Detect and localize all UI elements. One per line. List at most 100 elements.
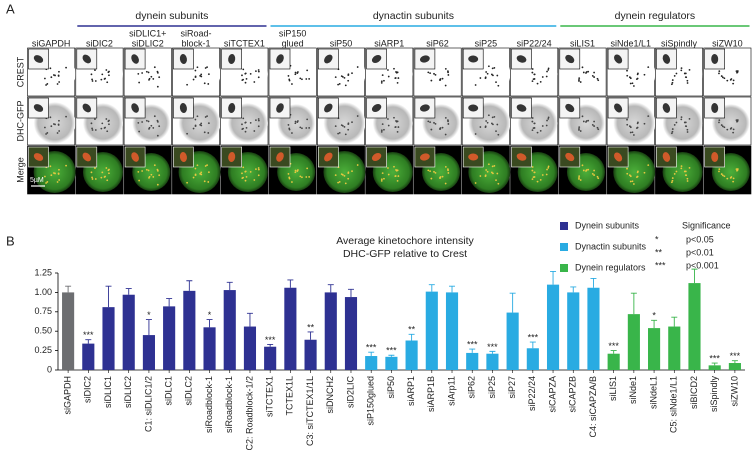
error-bar (509, 292, 516, 313)
significance-mark: ** (408, 325, 416, 335)
bar (445, 292, 459, 370)
significance-mark: *** (487, 342, 498, 352)
micrograph (268, 145, 317, 195)
error-bar (449, 285, 456, 293)
error-bar (691, 268, 698, 284)
column-label: glued (282, 38, 304, 48)
bar (607, 353, 620, 370)
bar (546, 284, 560, 370)
y-tick-label: 1.00 (34, 287, 52, 297)
error-bar (368, 351, 375, 357)
error-bar (671, 316, 678, 327)
y-tick-label: 0.25 (34, 345, 52, 355)
x-tick-label: siARP1B (426, 376, 436, 412)
micrograph (123, 96, 172, 146)
significance-mark: * (208, 310, 212, 320)
micrograph (220, 47, 269, 97)
micrograph (510, 145, 559, 195)
significance-label: p<0.05 (686, 234, 714, 244)
significance-mark: *** (265, 335, 276, 345)
bar (668, 326, 681, 370)
micrograph (655, 96, 704, 146)
bar (344, 297, 358, 370)
y-tick-label: 0.75 (34, 306, 52, 316)
x-tick-label: siTCTEX1 (265, 376, 275, 417)
error-bar (145, 319, 152, 336)
x-tick-label: siP50 (386, 376, 396, 399)
legend-label: Dynactin subunits (575, 241, 647, 251)
significance-title: Significance (682, 220, 731, 230)
error-bar (85, 339, 92, 344)
micrograph (27, 96, 76, 146)
micrograph (558, 47, 607, 97)
error-bar (186, 280, 193, 291)
x-tick-label: siCAPZA (547, 376, 557, 413)
micrograph (558, 145, 607, 195)
bar (163, 306, 176, 370)
legend-swatch (560, 222, 568, 230)
error-bar (226, 281, 233, 291)
column-label: siLIS1 (570, 38, 595, 48)
bar (708, 365, 721, 370)
micrograph (655, 145, 704, 195)
bar (324, 292, 337, 370)
bar (587, 287, 600, 370)
x-tick-label: C2: Roadblock-1/2 (244, 376, 254, 451)
micrograph (220, 96, 269, 146)
bar (284, 287, 297, 370)
micrograph (606, 96, 656, 146)
error-bar (570, 286, 577, 293)
row-label: DHC-GFP (15, 101, 25, 142)
x-tick-label: siRoadblock-1 (204, 376, 214, 433)
column-label: siRoad- (181, 28, 212, 38)
legend-swatch (560, 243, 568, 251)
column-label: siP22/24 (517, 38, 552, 48)
micrograph (558, 96, 607, 146)
bar (243, 326, 257, 370)
panel-label: A (6, 1, 15, 16)
micrograph (413, 96, 462, 146)
x-tick-label: siCAPZB (568, 376, 578, 413)
error-bar (327, 284, 334, 293)
bar (264, 346, 277, 370)
x-tick-label: siZW10 (729, 376, 739, 407)
group-label: dynein regulators (615, 10, 696, 22)
column-label: siARP1 (374, 38, 404, 48)
error-bar (287, 279, 294, 288)
column-label: siDLIC1+ (129, 28, 166, 38)
y-tick-label: 0 (47, 364, 52, 374)
error-bar (206, 319, 213, 328)
error-bar (166, 298, 173, 307)
micrograph (606, 145, 656, 195)
micrograph (172, 96, 221, 146)
x-tick-label: siSpindly (709, 376, 719, 413)
bar (122, 294, 135, 370)
x-tick-label: siDLC1 (164, 376, 174, 406)
micrograph (606, 47, 656, 97)
scale-bar-label: 5µM (30, 177, 44, 184)
x-tick-label: C3: siTCTEX1/1L (305, 376, 315, 446)
column-label: siTCTEX1 (224, 38, 265, 48)
error-bar (307, 331, 314, 340)
bar (183, 290, 196, 370)
x-tick-label: C4: siCAPZA/B (588, 376, 598, 438)
bar (486, 353, 499, 370)
micrograph (123, 145, 172, 195)
bar (82, 343, 95, 370)
x-tick-label: siBICD2 (689, 376, 699, 409)
x-tick-label: siP25 (487, 376, 497, 399)
significance-mark: * (655, 234, 659, 244)
bar (62, 292, 75, 370)
x-tick-label: siP22/24 (527, 376, 537, 411)
bar (425, 291, 438, 370)
chart-title: Average kinetochore intensity (336, 235, 474, 247)
micrograph (365, 96, 414, 146)
y-tick-label: 1.25 (34, 267, 52, 277)
bar (567, 292, 580, 370)
column-label: siDLIC2 (132, 38, 164, 48)
error-bar (711, 362, 718, 366)
micrograph (220, 145, 269, 195)
column-label: siP62 (426, 38, 449, 48)
error-bar (651, 319, 658, 329)
x-tick-label: C1: siDLIC1/2 (143, 376, 153, 432)
